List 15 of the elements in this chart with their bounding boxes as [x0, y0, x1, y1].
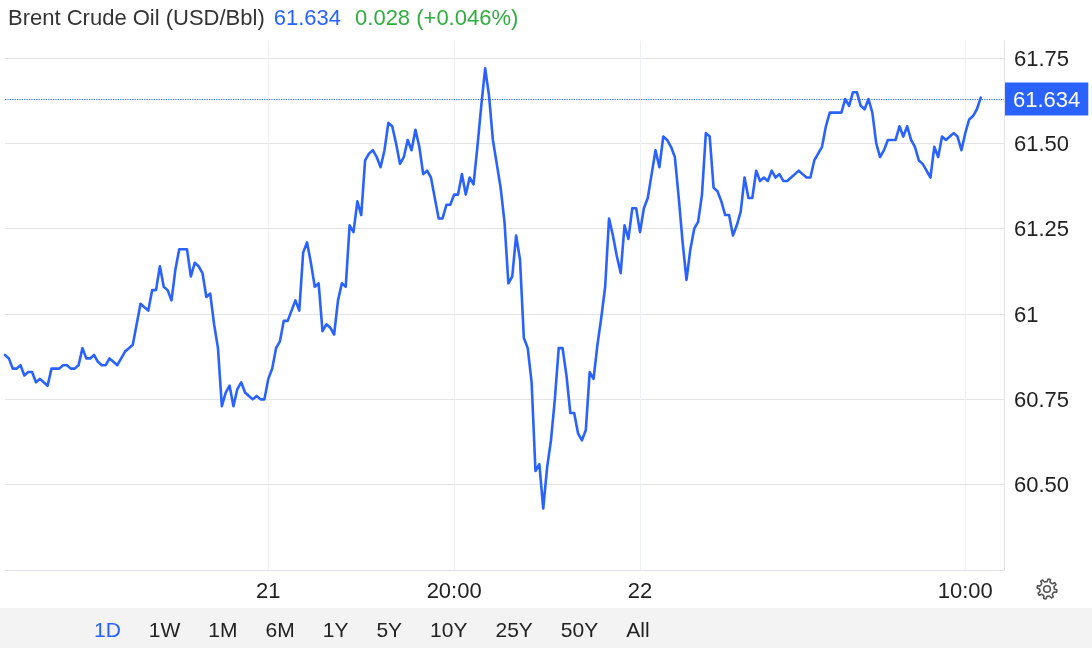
x-tick-label: 21 [256, 577, 281, 603]
y-tick-label: 60.75 [1014, 386, 1070, 412]
y-tick-label: 61.50 [1014, 130, 1070, 156]
range-toolbar: 1D 1W 1M 6M 1Y 5Y 10Y 25Y 50Y All [0, 608, 1092, 648]
chart-title: Brent Crude Oil (USD/Bbl) [8, 5, 265, 30]
ref-line-label: 61.634 [1013, 86, 1081, 112]
text: 0.028 (+0.046%) [355, 5, 519, 30]
y-tick-label: 61.25 [1014, 216, 1070, 242]
y-tick-label: 61.75 [1014, 45, 1070, 71]
x-tick-label: 22 [627, 577, 653, 603]
text: 61.634 [273, 5, 342, 30]
y-tick-label: 61 [1014, 301, 1039, 327]
y-tick-label: 60.50 [1014, 472, 1070, 498]
x-tick-label: 10:00 [937, 577, 993, 603]
x-tick-label: 20:00 [426, 577, 482, 603]
